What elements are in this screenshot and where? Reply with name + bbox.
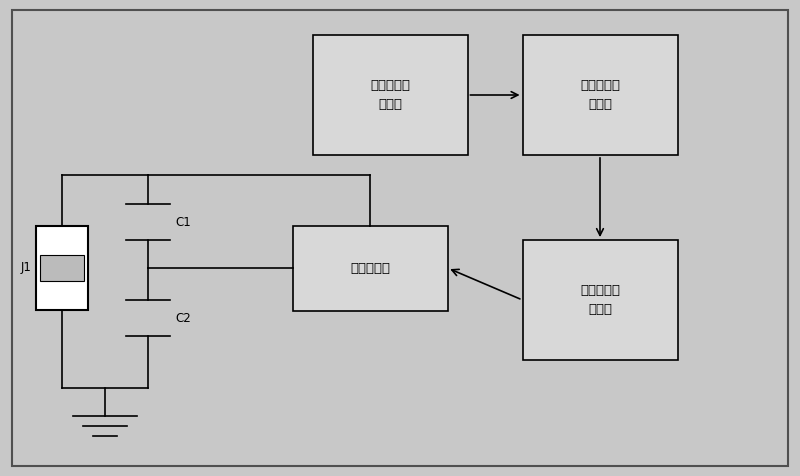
Text: C2: C2 [175, 311, 190, 325]
Bar [40, 256, 84, 280]
Bar [36, 226, 88, 310]
Text: 参考电平产
生电路: 参考电平产 生电路 [580, 79, 620, 111]
Text: C1: C1 [175, 216, 190, 228]
Bar [522, 35, 678, 155]
Bar [522, 240, 678, 360]
Bar [293, 226, 447, 310]
Text: 偏置电压产
生电路: 偏置电压产 生电路 [370, 79, 410, 111]
Text: J1: J1 [21, 261, 32, 275]
Text: 峰值检测比
较电路: 峰值检测比 较电路 [580, 284, 620, 316]
Bar [313, 35, 467, 155]
Text: 反相放大器: 反相放大器 [350, 261, 390, 275]
